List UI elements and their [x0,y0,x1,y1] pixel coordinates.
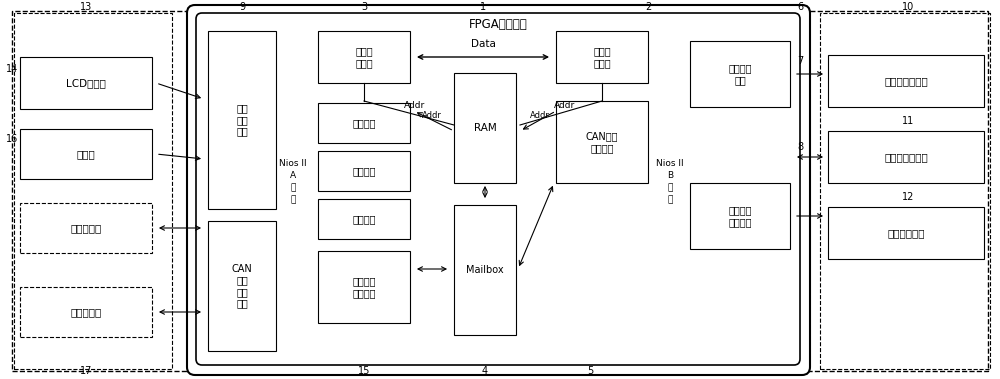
Text: 实时工作
状态评估: 实时工作 状态评估 [352,276,376,298]
Text: 9: 9 [239,2,245,12]
Text: 6: 6 [797,2,803,12]
Text: 12: 12 [902,192,914,202]
Text: 存储器
从端口: 存储器 从端口 [355,46,373,68]
FancyBboxPatch shape [318,103,410,143]
Text: 17: 17 [80,366,92,376]
Text: 核: 核 [290,196,296,205]
Text: 软: 软 [290,183,296,193]
Text: 14: 14 [6,64,18,74]
Text: 1: 1 [480,2,486,12]
FancyBboxPatch shape [318,31,410,83]
Text: LCD液晶屏: LCD液晶屏 [66,78,106,88]
FancyBboxPatch shape [454,205,516,335]
FancyBboxPatch shape [208,31,276,209]
Text: 四肢伺服控制器: 四肢伺服控制器 [884,152,928,162]
Text: Data: Data [471,39,495,49]
Text: 规划协调层: 规划协调层 [70,307,102,317]
Text: B: B [667,172,673,180]
FancyBboxPatch shape [187,5,810,375]
Text: Mailbox: Mailbox [466,265,504,275]
Text: 人机
交互
模块: 人机 交互 模块 [236,103,248,136]
FancyBboxPatch shape [318,251,410,323]
Text: Addr: Addr [422,111,442,119]
FancyBboxPatch shape [690,183,790,249]
Text: 模数转换
模块: 模数转换 模块 [728,63,752,85]
Text: 7: 7 [797,56,803,66]
FancyBboxPatch shape [828,55,984,107]
Text: A: A [290,172,296,180]
Text: CAN总线
通信模块: CAN总线 通信模块 [586,131,618,153]
Text: 8: 8 [797,142,803,152]
Text: 16: 16 [6,134,18,144]
Text: FPGA核心单元: FPGA核心单元 [469,17,527,30]
Text: Nios II: Nios II [656,160,684,169]
Text: Addr: Addr [554,102,576,111]
Text: 姿态估计: 姿态估计 [352,118,376,128]
FancyBboxPatch shape [828,207,984,259]
Text: 核: 核 [667,196,673,205]
FancyBboxPatch shape [556,101,648,183]
Text: 软: 软 [667,183,673,193]
Text: 2: 2 [645,2,651,12]
Text: 组合导航
接收模块: 组合导航 接收模块 [728,205,752,227]
Text: 蜂鸣器: 蜂鸣器 [77,149,95,159]
Text: 4: 4 [482,366,488,376]
Text: 碰撞检测: 碰撞检测 [352,214,376,224]
Text: RAM: RAM [474,123,496,133]
FancyBboxPatch shape [20,287,152,337]
Text: 开机自检: 开机自检 [352,166,376,176]
FancyBboxPatch shape [690,41,790,107]
FancyBboxPatch shape [208,221,276,351]
Text: 3: 3 [361,2,367,12]
Text: 组合导航系统: 组合导航系统 [887,228,925,238]
Text: 15: 15 [358,366,370,376]
FancyBboxPatch shape [20,203,152,253]
Text: Addr: Addr [404,102,426,111]
FancyBboxPatch shape [318,151,410,191]
Text: Nios II: Nios II [279,160,307,169]
Text: 11: 11 [902,116,914,126]
Text: CAN
总线
通信
模块: CAN 总线 通信 模块 [232,264,252,309]
Text: 10: 10 [902,2,914,12]
FancyBboxPatch shape [196,13,800,365]
FancyBboxPatch shape [454,73,516,183]
FancyBboxPatch shape [318,199,410,239]
FancyBboxPatch shape [556,31,648,83]
FancyBboxPatch shape [828,131,984,183]
FancyBboxPatch shape [20,57,152,109]
FancyBboxPatch shape [20,129,152,179]
Text: 13: 13 [80,2,92,12]
Text: 动力单元传感器: 动力单元传感器 [884,76,928,86]
Text: 环境感知层: 环境感知层 [70,223,102,233]
Text: Addr: Addr [530,111,550,119]
Text: 存储器
从端口: 存储器 从端口 [593,46,611,68]
Text: 5: 5 [587,366,593,376]
